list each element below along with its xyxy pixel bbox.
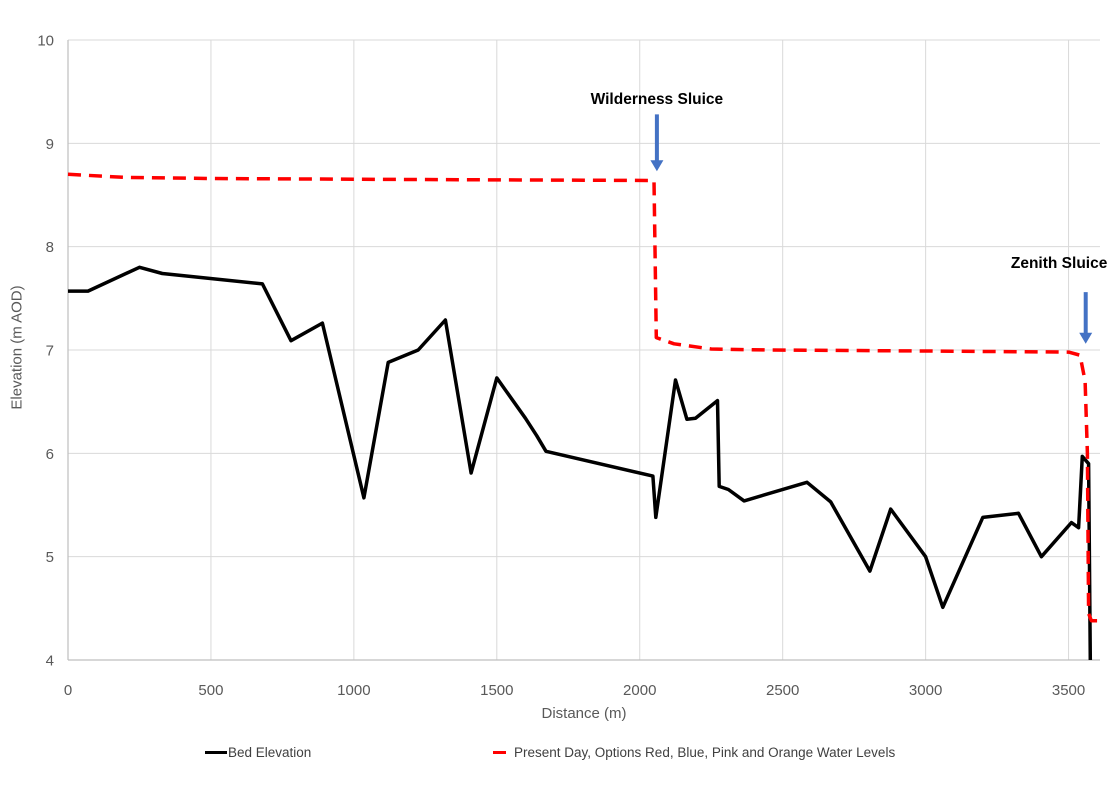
legend-item-water-levels: Present Day, Options Red, Blue, Pink and… [493,745,895,760]
y-tick-label: 7 [46,343,54,360]
water-level-line [67,172,1100,623]
bed-elevation-line-swatch [205,750,227,755]
x-tick-label: 1500 [480,682,513,699]
y-tick-label: 5 [46,549,54,566]
x-tick-label: 2000 [623,682,656,699]
y-tick-label: 10 [37,33,54,50]
y-tick-label: 4 [46,653,54,670]
x-tick-label: 1000 [337,682,370,699]
legend-label-bed-elevation: Bed Elevation [228,745,312,760]
y-tick-label: 8 [46,239,54,256]
annotation-zenith-sluice: Zenith Sluice [1010,255,1108,273]
annotation-arrow-head [650,160,664,172]
x-tick-label: 0 [64,682,72,699]
water-level-line-swatch [493,750,506,755]
y-axis-title: Elevation (m AOD) [8,285,26,410]
elevation-profile-chart: 4 5 6 7 8 9 10 0 500 1000 1500 2000 2500 3000 3500 [37,33,1100,699]
y-tick-label: 9 [46,136,54,153]
annotation-wilderness-sluice: Wilderness Sluice [590,90,724,108]
annotation-arrow-head [1079,332,1093,344]
x-tick-label: 500 [198,682,223,699]
bed-elevation-line [68,265,1093,661]
legend: Bed Elevation Present Day, Options Red, … [0,745,1120,767]
x-tick-label: 3500 [1052,682,1085,699]
legend-item-bed-elevation: Bed Elevation [205,745,311,760]
x-axis-title: Distance (m) [541,705,627,722]
legend-label-water-levels: Present Day, Options Red, Blue, Pink and… [514,745,896,760]
x-tick-label: 2500 [766,682,799,699]
y-tick-label: 6 [46,446,54,463]
x-tick-label: 3000 [909,682,942,699]
